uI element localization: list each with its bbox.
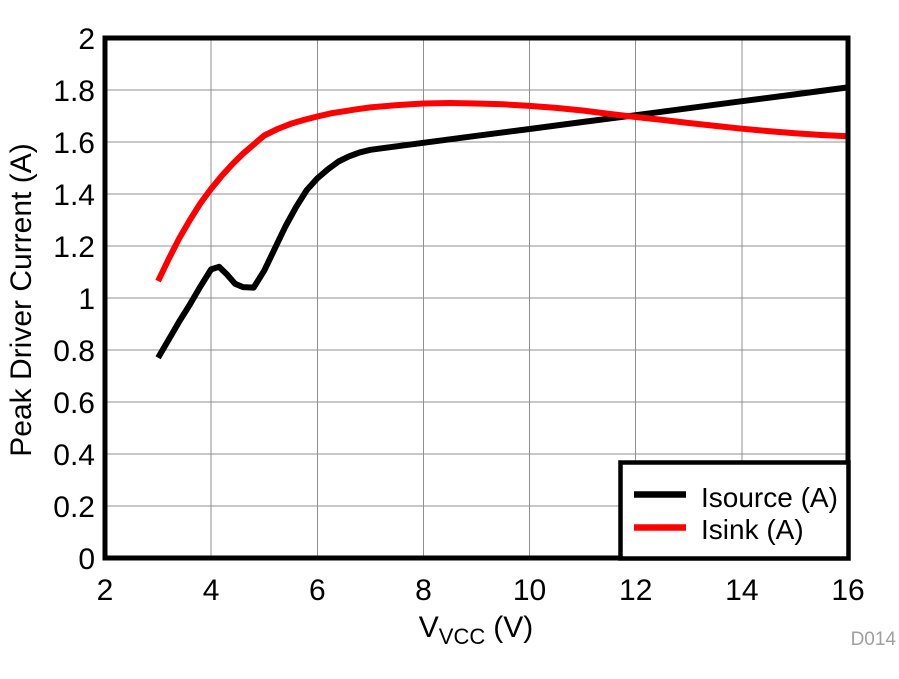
y-axis-tick-labels: 0 0.2 0.4 0.6 0.8 1 1.2 1.4 1.6 1.8 2 xyxy=(53,23,95,576)
series-isource-curve xyxy=(155,84,849,360)
y-tick-label: 1.2 xyxy=(53,231,95,264)
y-tick-label: 0.6 xyxy=(53,387,95,420)
plot-frame xyxy=(102,35,851,561)
y-tick-label: 0.2 xyxy=(53,491,95,524)
y-axis-title: Peak Driver Current (A) xyxy=(5,143,38,456)
x-tick-label: 2 xyxy=(97,574,114,607)
y-tick-label: 1.6 xyxy=(53,127,95,160)
legend-label-isource: Isource (A) xyxy=(701,482,838,513)
curves xyxy=(155,84,849,360)
x-tick-label: 4 xyxy=(203,574,220,607)
x-tick-label: 10 xyxy=(513,574,546,607)
legend-label-isink: Isink (A) xyxy=(701,514,804,545)
legend: Isource (A) Isink (A) xyxy=(618,460,851,561)
x-tick-label: 8 xyxy=(415,574,432,607)
series-isink-curve xyxy=(155,100,849,283)
x-tick-label: 6 xyxy=(309,574,326,607)
y-tick-label: 1 xyxy=(78,283,95,316)
y-tick-label: 2 xyxy=(78,23,95,56)
x-tick-label: 14 xyxy=(725,574,758,607)
y-tick-label: 0.8 xyxy=(53,335,95,368)
legend-box xyxy=(618,460,851,561)
x-axis-title-unit: (V) xyxy=(493,611,533,644)
x-tick-label: 12 xyxy=(619,574,652,607)
gridlines xyxy=(105,38,848,558)
watermark-code: D014 xyxy=(851,629,897,650)
x-axis-title-subscript: VCC xyxy=(439,624,486,649)
y-tick-label: 0.4 xyxy=(53,439,95,472)
y-tick-label: 1.4 xyxy=(53,179,95,212)
y-tick-label: 1.8 xyxy=(53,75,95,108)
x-axis-title-main: V xyxy=(419,611,439,644)
x-tick-label: 16 xyxy=(831,574,864,607)
y-tick-label: 0 xyxy=(78,543,95,576)
x-axis-title: VVCC (V) xyxy=(419,611,533,649)
x-axis-tick-labels: 2 4 6 8 10 12 14 16 xyxy=(97,574,865,607)
